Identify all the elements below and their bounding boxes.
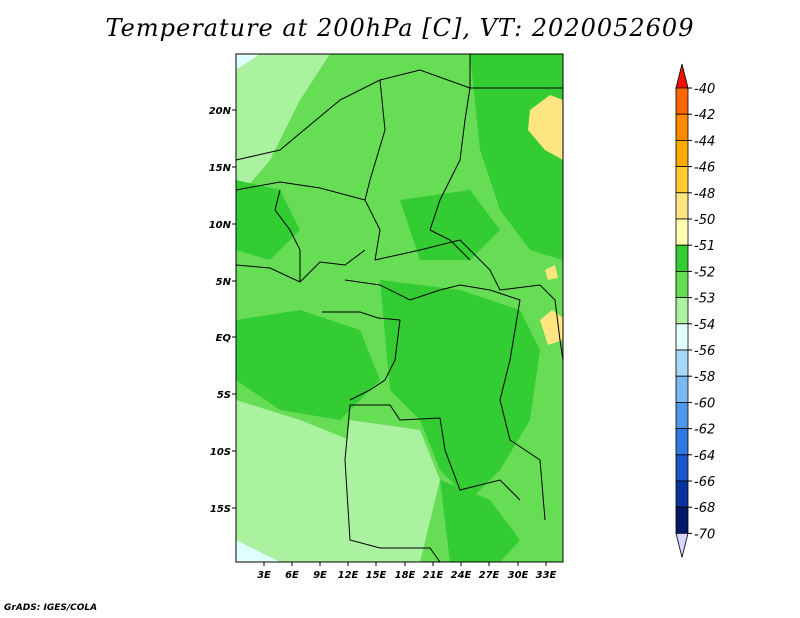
colorbar-swatch — [675, 139, 689, 167]
colorbar-label: -64 — [694, 449, 715, 464]
colorbar-swatch — [675, 375, 689, 403]
lat-label-5n: 5N — [216, 277, 232, 288]
colorbar-label: -52 — [694, 265, 715, 280]
colorbar-swatch — [675, 506, 689, 534]
colorbar-swatch — [675, 166, 689, 194]
map-frame — [235, 53, 564, 563]
colorbar-swatch — [675, 297, 689, 325]
colorbar-swatch — [675, 113, 689, 141]
colorbar-label: -44 — [694, 134, 715, 149]
colorbar-label: -68 — [694, 501, 715, 516]
colorbar-label: -51 — [694, 239, 715, 254]
lat-label-10n: 10N — [209, 220, 232, 231]
colorbar-swatch — [675, 87, 689, 115]
lat-axis: 20N 15N 10N 5N EQ 5S 10S 15S — [209, 106, 236, 515]
colorbar-label: -66 — [694, 475, 715, 490]
lon-label-24e: 24E — [451, 570, 472, 581]
colorbar-label: -53 — [694, 292, 715, 307]
grads-credit: GrADS: IGES/COLA — [4, 603, 98, 613]
colorbar-label: -40 — [694, 82, 715, 97]
colorbar-label: -54 — [694, 318, 715, 333]
lon-label-12e: 12E — [338, 570, 359, 581]
colorbar-swatch — [675, 454, 689, 482]
lon-label-6e: 6E — [285, 570, 299, 581]
lon-label-9e: 9E — [313, 570, 327, 581]
colorbar-swatch — [675, 270, 689, 298]
colorbar-swatch — [675, 218, 689, 246]
colorbar-swatch — [675, 323, 689, 351]
colorbar-label: -50 — [694, 213, 715, 228]
colorbar-swatch — [675, 349, 689, 377]
colorbar-swatch — [675, 244, 689, 272]
colorbar-swatch — [675, 192, 689, 220]
colorbar: -40 -42 -44 -46 -48 -50 -51 -52 -53 -54 -56 -58 -60 -… — [675, 63, 715, 558]
colorbar-swatch — [675, 401, 689, 429]
colorbar-label: -60 — [694, 396, 715, 411]
colorbar-label: -48 — [694, 187, 715, 202]
colorbar-label: -70 — [694, 527, 715, 542]
colorbar-cap-bottom — [675, 533, 689, 558]
lon-label-21e: 21E — [423, 570, 444, 581]
lon-label-3e: 3E — [257, 570, 271, 581]
colorbar-cap-top — [675, 63, 689, 89]
colorbar-label: -42 — [694, 108, 715, 123]
colorbar-label: -62 — [694, 423, 715, 438]
lat-label-15n: 15N — [209, 163, 232, 174]
lon-label-33e: 33E — [536, 570, 557, 581]
colorbar-label: -56 — [694, 344, 715, 359]
lon-label-27e: 27E — [479, 570, 500, 581]
lat-label-5s: 5S — [217, 390, 231, 401]
lon-label-18e: 18E — [395, 570, 416, 581]
colorbar-label: -58 — [694, 370, 715, 385]
colorbar-swatch — [675, 428, 689, 456]
colorbar-swatch — [675, 480, 689, 508]
lon-label-30e: 30E — [508, 570, 529, 581]
lat-label-10s: 10S — [210, 447, 231, 458]
lon-label-15e: 15E — [366, 570, 387, 581]
chart-title: Temperature at 200hPa [C], VT: 202005260… — [105, 14, 695, 42]
lat-label-15s: 15S — [210, 504, 231, 515]
lat-label-eq: EQ — [216, 333, 232, 344]
lat-label-20n: 20N — [209, 106, 232, 117]
temperature-field — [236, 54, 563, 562]
colorbar-label: -46 — [694, 161, 715, 176]
lon-axis: 3E 6E 9E 12E 15E 18E 21E 24E 27E 30E 33E — [257, 562, 557, 581]
